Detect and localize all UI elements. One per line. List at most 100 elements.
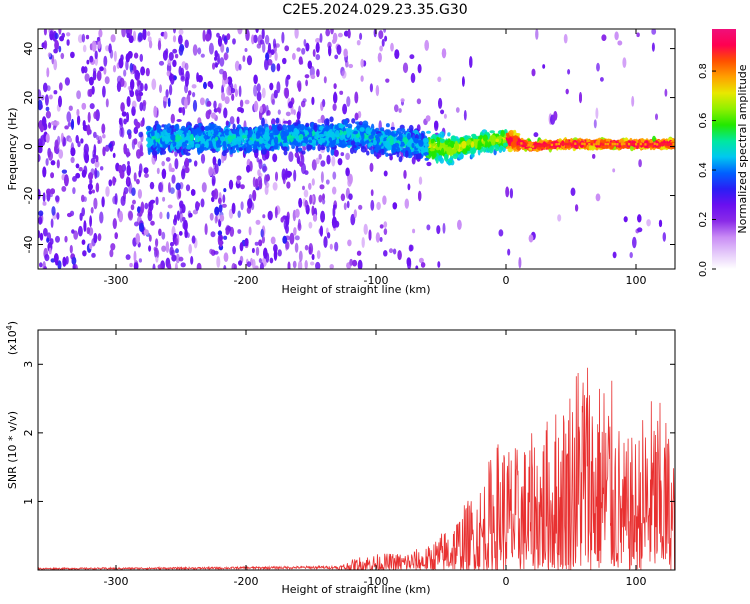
band-mark (225, 120, 229, 126)
band-mark (358, 121, 364, 126)
speckle-mark (274, 51, 278, 61)
speckle-mark (110, 34, 116, 43)
speckle-mark (337, 32, 343, 38)
speckle-mark (219, 68, 224, 75)
speckle-mark (45, 158, 49, 166)
speckle-mark (84, 73, 90, 82)
speckle-mark (192, 99, 198, 112)
speckle-mark (180, 67, 184, 76)
speckle-mark (170, 73, 175, 85)
band-mark (482, 146, 487, 153)
band-mark (359, 127, 365, 132)
ridge-mark (564, 142, 567, 146)
speckle-mark (288, 151, 294, 162)
speckle-mark (231, 93, 235, 101)
speckle-mark (184, 39, 189, 49)
speckle-mark (256, 91, 262, 102)
speckle-mark (82, 250, 87, 257)
speckle-mark (318, 194, 323, 203)
speckle-mark (226, 46, 229, 54)
speckle-mark (64, 77, 70, 86)
speckle-mark (315, 54, 321, 61)
speckle-mark (173, 237, 179, 246)
speckle-mark (662, 232, 666, 242)
speckle-mark (262, 165, 268, 172)
speckle-mark (528, 234, 534, 243)
speckle-mark (236, 116, 240, 125)
speckle-mark (579, 92, 582, 104)
speckle-mark (282, 235, 288, 244)
speckle-mark (244, 48, 248, 52)
speckle-mark (71, 256, 77, 265)
speckle-mark (353, 209, 357, 219)
speckle-mark (213, 108, 218, 113)
speckle-mark (94, 167, 98, 179)
band-mark (427, 150, 433, 157)
speckle-mark (172, 48, 178, 54)
speckle-mark (40, 134, 46, 146)
speckle-mark (424, 39, 430, 51)
speckle-mark (533, 132, 539, 138)
speckle-mark (155, 196, 159, 206)
speckle-mark (133, 126, 138, 135)
speckle-mark (130, 79, 135, 90)
speckle-mark (294, 242, 299, 253)
band-mark (406, 132, 411, 141)
speckle-mark (303, 189, 309, 198)
speckle-mark (56, 159, 60, 169)
speckle-mark (254, 241, 259, 246)
speckle-mark (159, 211, 163, 219)
speckle-mark (118, 58, 124, 69)
speckle-mark (167, 58, 172, 66)
band-mark (494, 144, 500, 152)
speckle-mark (394, 49, 400, 59)
speckle-mark (149, 40, 153, 49)
speckle-mark (174, 214, 177, 223)
speckle-mark (171, 254, 177, 262)
band-mark (289, 135, 294, 143)
band-mark (305, 122, 310, 128)
band-mark (472, 134, 477, 140)
speckle-mark (381, 38, 385, 47)
speckle-mark (253, 34, 258, 44)
ridge-mark (520, 142, 523, 145)
speckle-mark (225, 229, 230, 236)
band-mark (477, 142, 482, 150)
speckle-mark (215, 62, 218, 68)
speckle-mark (593, 119, 597, 129)
band-mark (232, 123, 236, 130)
speckle-mark (150, 199, 155, 204)
spectrogram-marks (38, 29, 675, 269)
ridge-mark (567, 143, 570, 146)
band-mark (145, 125, 152, 131)
speckle-mark (91, 252, 96, 258)
ridge-mark (541, 144, 544, 147)
speckle-mark (205, 33, 211, 42)
speckle-mark (167, 204, 173, 209)
speckle-mark (535, 29, 539, 40)
band-mark (457, 153, 464, 160)
band-mark (283, 120, 289, 124)
speckle-mark (345, 167, 350, 177)
speckle-mark (440, 109, 445, 115)
speckle-mark (232, 245, 236, 255)
speckle-mark (271, 118, 276, 126)
speckle-mark (97, 139, 101, 144)
speckle-mark (77, 34, 84, 44)
speckle-mark (542, 64, 546, 69)
speckle-mark (596, 62, 600, 72)
speckle-mark (42, 201, 47, 206)
speckle-mark (369, 162, 374, 172)
band-mark (449, 149, 453, 157)
band-mark (301, 150, 306, 155)
band-mark (215, 130, 219, 135)
speckle-mark (237, 29, 243, 35)
speckle-mark (61, 186, 67, 192)
speckle-mark (325, 29, 330, 37)
speckle-mark (312, 213, 318, 222)
speckle-mark (126, 164, 131, 176)
ridge-line (518, 141, 675, 148)
speckle-mark (261, 29, 265, 40)
speckle-mark (38, 210, 44, 217)
speckle-mark (565, 88, 569, 95)
